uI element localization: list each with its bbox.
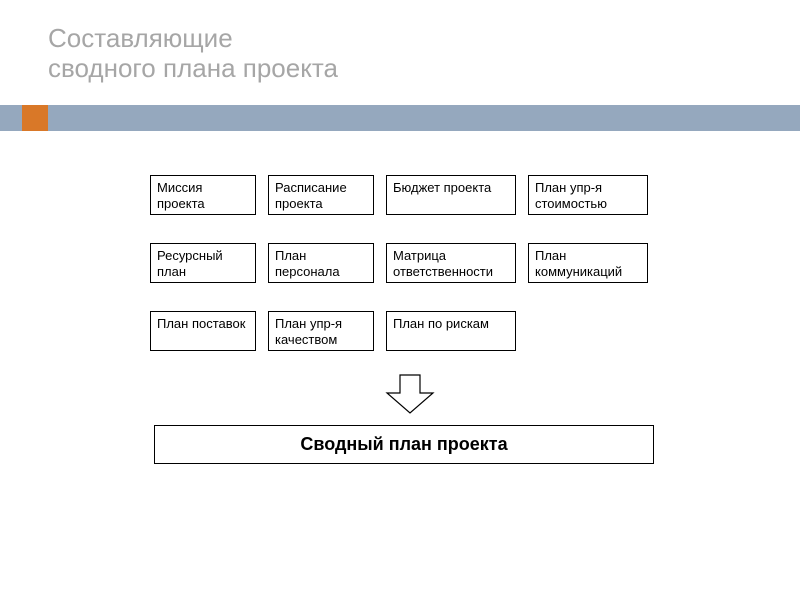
- summary-box: Сводный план проекта: [154, 425, 654, 464]
- plan-card: План упр-я качеством: [268, 311, 374, 351]
- plan-card: Бюджет проекта: [386, 175, 516, 215]
- diagram-area: Миссия проекта Расписание проекта Бюджет п…: [150, 175, 670, 464]
- title-line-2: сводного плана проекта: [48, 53, 338, 83]
- title-line-1: Составляющие: [48, 23, 233, 53]
- plan-card: Расписание проекта: [268, 175, 374, 215]
- plan-card: План упр-я стоимостью: [528, 175, 648, 215]
- plan-card: План поставок: [150, 311, 256, 351]
- accent-bar: [0, 105, 800, 131]
- arrow-container: [150, 373, 670, 415]
- plan-card: Ресурсный план: [150, 243, 256, 283]
- card-row-2: Ресурсный план План персонала Матрица отве…: [150, 243, 670, 283]
- slide-header: Составляющие сводного плана проекта: [0, 0, 800, 92]
- slide-title: Составляющие сводного плана проекта: [48, 24, 752, 84]
- arrow-path: [387, 375, 433, 413]
- card-row-1: Миссия проекта Расписание проекта Бюджет п…: [150, 175, 670, 215]
- plan-card: План коммуникаций: [528, 243, 648, 283]
- summary-label: Сводный план проекта: [300, 434, 507, 454]
- plan-card: Миссия проекта: [150, 175, 256, 215]
- card-row-3: План поставок План упр-я качеством План по…: [150, 311, 670, 351]
- down-arrow-icon: [385, 373, 435, 415]
- plan-card: План по рискам: [386, 311, 516, 351]
- accent-square: [22, 105, 48, 131]
- plan-card: План персонала: [268, 243, 374, 283]
- plan-card: Матрица ответственности: [386, 243, 516, 283]
